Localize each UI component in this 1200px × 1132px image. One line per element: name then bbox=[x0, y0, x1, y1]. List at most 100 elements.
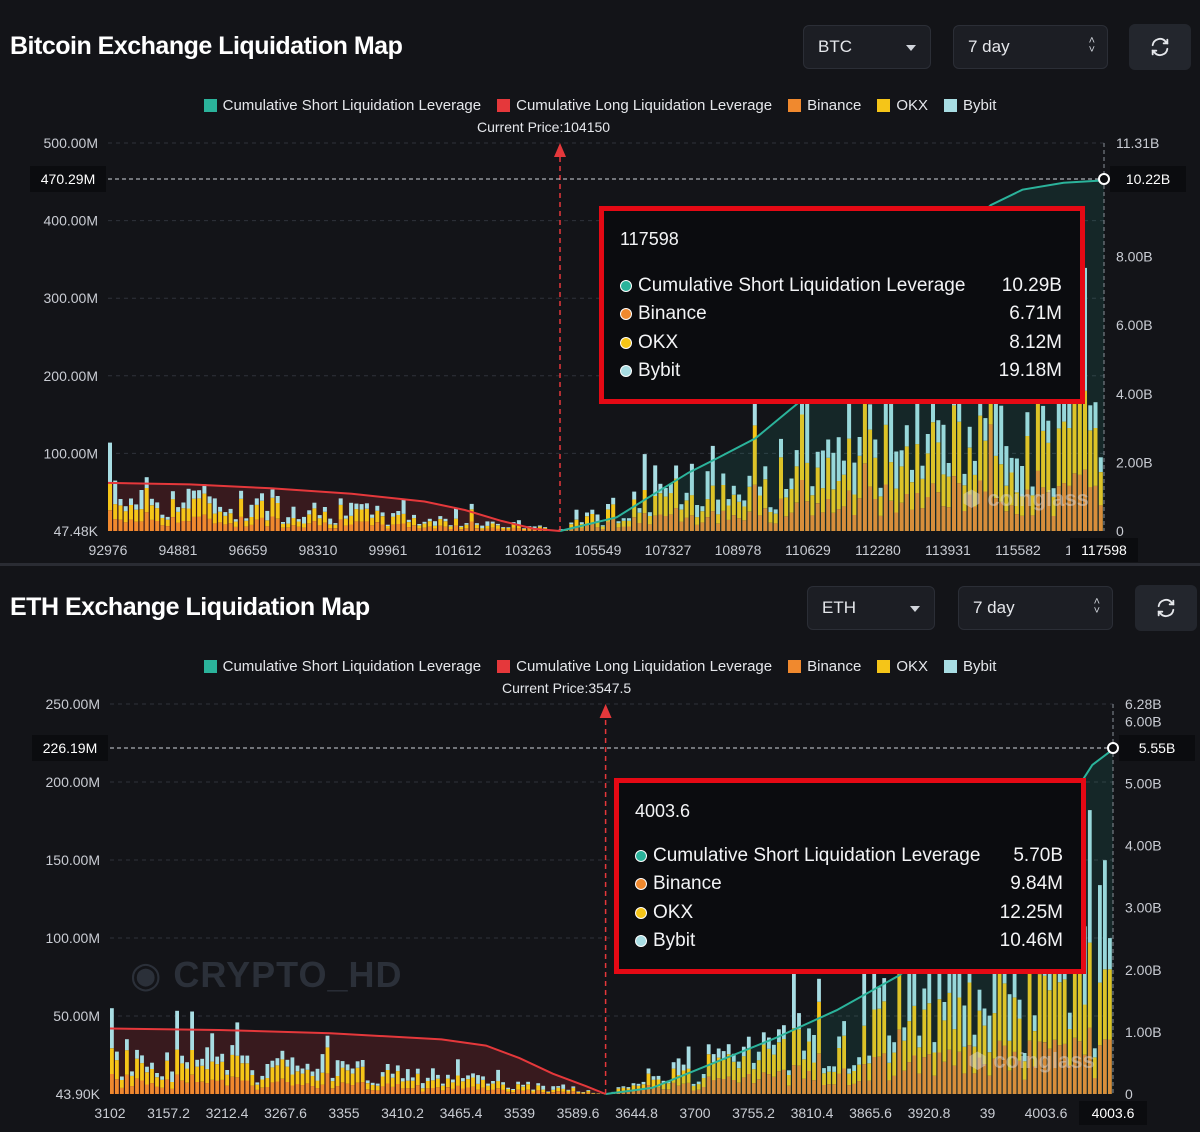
bar-okx bbox=[1092, 1057, 1097, 1079]
bar-binance bbox=[541, 1092, 546, 1094]
bar-bybit bbox=[270, 1060, 275, 1068]
bar-okx bbox=[186, 508, 191, 522]
bar-binance bbox=[459, 529, 464, 531]
eth-refresh-button[interactable] bbox=[1135, 585, 1197, 631]
legend-item-okx[interactable]: OKX bbox=[877, 658, 928, 675]
bar-binance bbox=[636, 1090, 641, 1094]
bar-binance bbox=[590, 523, 595, 531]
bar-binance bbox=[469, 521, 474, 531]
bar-bybit bbox=[1022, 1053, 1027, 1062]
bar-bybit bbox=[438, 516, 443, 520]
bar-okx bbox=[541, 1089, 546, 1093]
bar-bybit bbox=[701, 1074, 706, 1078]
btc-refresh-button[interactable] bbox=[1129, 24, 1191, 70]
bar-okx bbox=[202, 493, 207, 515]
bar-okx bbox=[330, 1081, 335, 1089]
bar-okx bbox=[716, 1057, 721, 1079]
bar-binance bbox=[585, 524, 589, 531]
bar-okx bbox=[668, 493, 673, 515]
bar-okx bbox=[942, 1020, 947, 1062]
bar-bybit bbox=[763, 466, 768, 480]
y-right-tick-label: 1.00B bbox=[1125, 1024, 1162, 1040]
legend-item-short[interactable]: Cumulative Short Liquidation Leverage bbox=[203, 97, 481, 114]
bar-binance bbox=[852, 1083, 856, 1094]
btc-period-select[interactable]: 7 day ˄ ˅ bbox=[953, 25, 1108, 69]
bar-bybit bbox=[726, 1044, 731, 1055]
bar-binance bbox=[946, 507, 951, 531]
bar-binance bbox=[802, 1078, 806, 1094]
bar-bybit bbox=[380, 512, 385, 517]
legend-item-bybit[interactable]: Bybit bbox=[944, 658, 996, 675]
legend-item-binance[interactable]: Binance bbox=[788, 97, 861, 114]
bar-bybit bbox=[245, 1055, 250, 1064]
bar-bybit bbox=[427, 518, 432, 522]
legend-item-binance[interactable]: Binance bbox=[788, 658, 861, 675]
bar-binance bbox=[322, 522, 327, 531]
bar-binance bbox=[756, 1079, 761, 1094]
btc-legend: Cumulative Short Liquidation Leverage Cu… bbox=[0, 97, 1200, 114]
bar-okx bbox=[1032, 1031, 1037, 1067]
bar-binance bbox=[223, 524, 228, 531]
bar-bybit bbox=[902, 1027, 907, 1041]
bar-okx bbox=[852, 1071, 856, 1084]
bar-bybit bbox=[721, 1051, 726, 1060]
bar-binance bbox=[631, 1090, 636, 1094]
legend-item-okx[interactable]: OKX bbox=[877, 97, 928, 114]
tooltip-title: 117598 bbox=[620, 229, 679, 249]
bar-binance bbox=[787, 1085, 791, 1094]
bar-bybit bbox=[134, 504, 139, 510]
arrow-up-icon bbox=[554, 143, 567, 157]
bar-okx bbox=[511, 1090, 515, 1093]
bar-binance bbox=[1087, 1027, 1092, 1094]
bar-okx bbox=[999, 464, 1004, 502]
x-tick-label: 92976 bbox=[89, 542, 128, 558]
x-tick-label: 110629 bbox=[785, 542, 831, 558]
bar-okx bbox=[636, 1085, 641, 1091]
bar-binance bbox=[123, 522, 128, 531]
bar-okx bbox=[1056, 428, 1061, 487]
eth-legend: Cumulative Short Liquidation Leverage Cu… bbox=[0, 658, 1200, 675]
bar-bybit bbox=[320, 1054, 325, 1073]
bar-okx bbox=[471, 1077, 475, 1087]
btc-coin-select[interactable]: BTC bbox=[803, 25, 931, 69]
legend-item-bybit[interactable]: Bybit bbox=[944, 97, 996, 114]
bar-bybit bbox=[837, 1036, 841, 1048]
bar-bybit bbox=[185, 1062, 189, 1069]
bar-okx bbox=[275, 503, 280, 519]
bar-okx bbox=[1083, 390, 1087, 470]
bar-okx bbox=[448, 526, 453, 529]
bar-binance bbox=[794, 502, 799, 531]
bar-okx bbox=[752, 425, 757, 485]
bar-bybit bbox=[186, 488, 191, 509]
bar-binance bbox=[1017, 1061, 1022, 1094]
bar-binance bbox=[491, 1089, 495, 1094]
eth-coin-select[interactable]: ETH bbox=[807, 586, 935, 630]
legend-item-long[interactable]: Cumulative Long Liquidation Leverage bbox=[497, 97, 772, 114]
bar-binance bbox=[700, 522, 705, 531]
bar-okx bbox=[170, 1082, 174, 1089]
bar-okx bbox=[1004, 485, 1009, 512]
bar-okx bbox=[812, 1062, 816, 1081]
x-tick-label: 3465.4 bbox=[440, 1105, 483, 1121]
bar-bybit bbox=[904, 425, 909, 447]
bar-bybit bbox=[511, 1089, 515, 1090]
bar-bybit bbox=[972, 1034, 977, 1047]
bar-binance bbox=[245, 1080, 250, 1094]
bar-bybit bbox=[631, 1083, 636, 1086]
legend-item-long[interactable]: Cumulative Long Liquidation Leverage bbox=[497, 658, 772, 675]
bar-bybit bbox=[952, 972, 957, 1030]
bar-okx bbox=[674, 478, 679, 509]
legend-item-short[interactable]: Cumulative Short Liquidation Leverage bbox=[203, 658, 481, 675]
bar-binance bbox=[333, 528, 338, 531]
bar-binance bbox=[422, 527, 427, 531]
bar-bybit bbox=[291, 506, 296, 519]
eth-period-select[interactable]: 7 day ˄ ˅ bbox=[958, 586, 1113, 630]
bar-bybit bbox=[305, 1063, 310, 1070]
bar-okx bbox=[412, 518, 416, 526]
eth-liquidation-chart[interactable]: 43.90K 50.00M 100.00M 150.00M 200.00M 250.00M… bbox=[0, 566, 1200, 1132]
bar-bybit bbox=[826, 439, 831, 458]
hover-right-label-bg bbox=[1119, 735, 1195, 761]
bar-binance bbox=[280, 1078, 285, 1094]
y-left-tick-label: 200.00M bbox=[44, 368, 98, 384]
bar-okx bbox=[354, 509, 359, 522]
